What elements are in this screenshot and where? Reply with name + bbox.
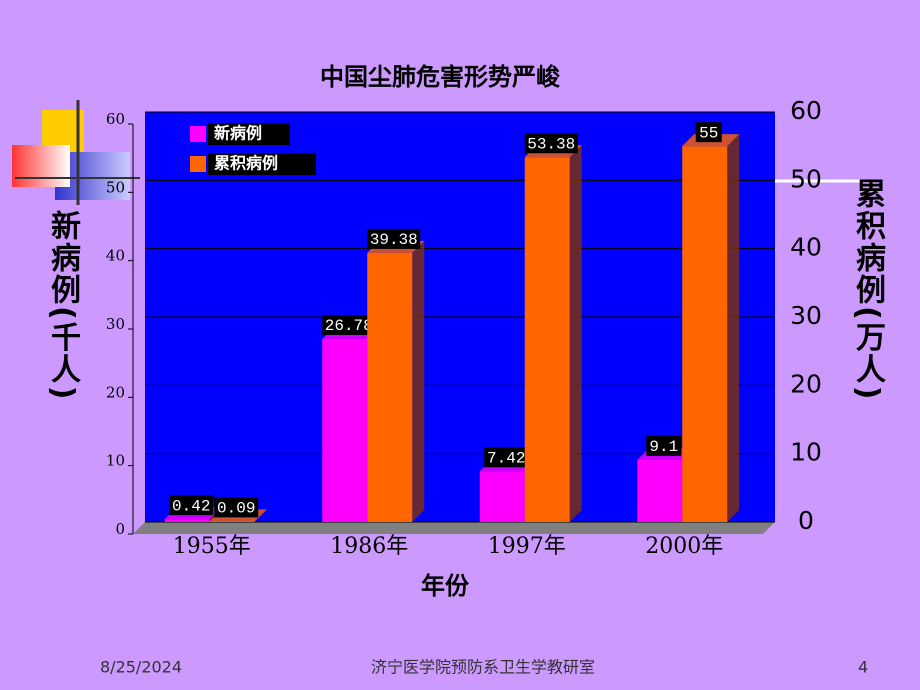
y2-tick-label: 20 <box>790 369 822 398</box>
value-label-bg <box>367 228 421 249</box>
bar-side <box>569 145 582 522</box>
legend-bg <box>208 123 290 145</box>
legend-swatch <box>190 126 206 142</box>
bar <box>637 459 683 522</box>
value-label-bg <box>169 495 214 516</box>
bar <box>524 157 570 522</box>
deco <box>12 145 70 187</box>
bar-side <box>727 134 740 522</box>
value-label: 55 <box>699 124 718 142</box>
bar <box>322 339 368 522</box>
bar <box>209 521 255 522</box>
footer-date: 8/25/2024 <box>100 658 182 677</box>
value-label-bg <box>322 315 376 336</box>
x-tick-label: 1955年 <box>173 534 251 559</box>
y-tick-label: 40 <box>106 247 125 265</box>
value-label-bg <box>484 447 529 468</box>
y2-tick-label: 30 <box>790 301 822 330</box>
value-label: 26.78 <box>325 317 373 335</box>
bar <box>164 519 210 522</box>
y2-tick-label: 50 <box>790 164 822 193</box>
x-tick-label: 2000年 <box>645 534 723 559</box>
y2-tick-label: 0 <box>798 506 814 535</box>
value-label: 9.1 <box>649 438 678 456</box>
y2-tick-label: 10 <box>790 438 822 467</box>
bar <box>367 252 413 523</box>
x-tick-label: 1997年 <box>488 534 566 559</box>
y-tick-label: 0 <box>115 520 125 538</box>
bar <box>682 146 728 522</box>
y2-tick-label: 60 <box>790 96 822 125</box>
floor <box>133 522 775 534</box>
chart-title: 中国尘肺危害形势严峻 <box>320 63 561 91</box>
footer-page: 4 <box>858 658 868 677</box>
value-label-bg <box>524 133 578 154</box>
value-label: 53.38 <box>527 135 575 153</box>
value-label: 39.38 <box>370 231 418 249</box>
y-tick-label: 20 <box>106 383 125 401</box>
value-label-bg <box>646 435 682 456</box>
bar <box>479 471 525 522</box>
y2-tick-label: 40 <box>790 233 822 262</box>
legend-swatch <box>190 156 206 172</box>
value-label: 0.42 <box>172 497 210 515</box>
y-tick-label: 30 <box>106 315 125 333</box>
y-axis-label: 新病例(千人) <box>45 210 80 402</box>
legend-bg <box>208 153 316 175</box>
legend-label: 累积病例 <box>214 154 278 173</box>
value-label-bg <box>214 497 259 518</box>
y2-axis-label: 累积病例(万人) <box>850 178 885 402</box>
footer-center: 济宁医学院预防系卫生学教研室 <box>371 658 595 677</box>
y-tick-label: 60 <box>106 110 125 128</box>
value-label: 7.42 <box>487 450 525 468</box>
y-tick-label: 10 <box>106 452 125 470</box>
x-tick-label: 1986年 <box>330 534 408 559</box>
legend-label: 新病例 <box>214 124 262 143</box>
y-tick-label: 50 <box>106 178 125 196</box>
bar-side <box>412 240 425 523</box>
bar-side <box>254 509 267 522</box>
value-label-bg <box>695 122 722 143</box>
value-label: 0.09 <box>217 500 255 518</box>
x-axis-label: 年份 <box>421 572 470 600</box>
